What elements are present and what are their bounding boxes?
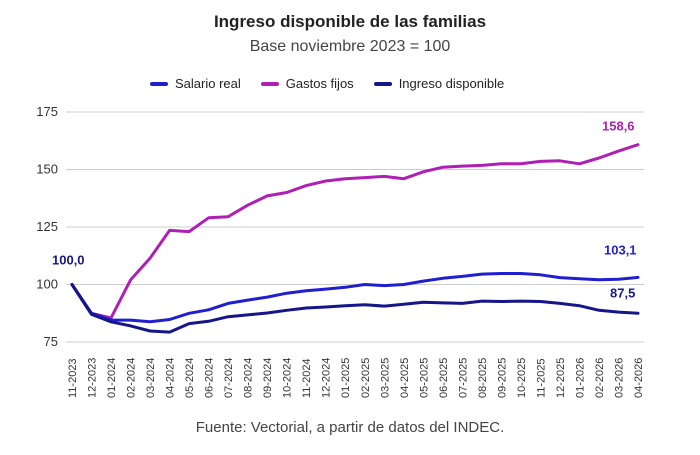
x-tick-label: 09-2024 (262, 358, 274, 398)
y-tick-label: 75 (44, 334, 58, 349)
x-tick-label: 04-2024 (165, 358, 177, 398)
legend-item-salario: Salario real (150, 76, 241, 91)
x-tick-label: 02-2024 (126, 358, 138, 398)
x-tick-label: 03-2025 (379, 358, 391, 398)
x-tick-label: 01-2026 (574, 358, 586, 398)
legend-swatch-ingreso (373, 81, 392, 86)
x-tick-label: 04-2026 (633, 358, 645, 398)
chart-legend: Salario real Gastos fijos Ingreso dispon… (150, 76, 524, 91)
series-line-gastos (70, 143, 640, 320)
x-tick-label: 02-2025 (360, 358, 372, 398)
x-tick-label: 10-2024 (282, 358, 294, 398)
legend-swatch-salario (150, 81, 168, 86)
chart-source-note: Fuente: Vectorial, a partir de datos del… (195, 419, 505, 436)
series-line-salario (70, 272, 640, 324)
legend-item-ingreso: Ingreso disponible (373, 76, 505, 91)
x-tick-label: 01-2025 (340, 358, 352, 398)
x-tick-label: 12-2024 (321, 358, 333, 398)
y-tick-label: 125 (36, 219, 58, 234)
x-tick-label: 03-2026 (613, 358, 625, 398)
x-tick-label: 12-2025 (555, 358, 567, 398)
x-tick-label: 06-2024 (204, 358, 216, 398)
data-label: 100,0 (52, 253, 85, 268)
x-tick-label: 09-2025 (496, 358, 508, 398)
x-tick-label: 04-2025 (399, 358, 411, 398)
x-tick-label: 03-2024 (145, 358, 157, 398)
x-tick-label: 11-2025 (535, 358, 547, 398)
x-tick-label: 07-2025 (457, 358, 469, 398)
data-label: 103,1 (604, 242, 637, 257)
legend-label-ingreso: Ingreso disponible (398, 76, 505, 91)
x-tick-label: 11-2023 (67, 358, 79, 398)
legend-item-gastos: Gastos fijos (260, 76, 354, 91)
x-tick-label: 02-2026 (594, 358, 606, 398)
chart-title: Ingreso disponible de las familias (213, 12, 487, 31)
x-tick-label: 01-2024 (106, 358, 118, 398)
data-label: 158,6 (602, 119, 635, 134)
data-label: 87,5 (610, 285, 635, 300)
y-tick-label: 175 (36, 104, 58, 119)
legend-label-salario: Salario real (175, 76, 241, 91)
x-tick-label: 10-2025 (516, 358, 528, 398)
chart-subtitle: Base noviembre 2023 = 100 (249, 38, 451, 55)
x-tick-label: 11-2024 (301, 358, 313, 398)
x-tick-label: 08-2024 (243, 358, 255, 398)
x-tick-label: 08-2025 (477, 358, 489, 398)
y-tick-label: 150 (36, 162, 58, 177)
y-tick-label: 100 (36, 277, 58, 292)
legend-swatch-gastos (260, 81, 279, 86)
x-tick-label: 05-2025 (418, 358, 430, 398)
x-tick-label: 07-2024 (223, 358, 235, 398)
series-line-ingreso (70, 283, 640, 334)
legend-label-gastos: Gastos fijos (285, 76, 354, 91)
x-tick-label: 12-2023 (87, 358, 99, 398)
x-tick-label: 06-2025 (438, 358, 450, 398)
x-tick-label: 05-2024 (184, 358, 196, 398)
